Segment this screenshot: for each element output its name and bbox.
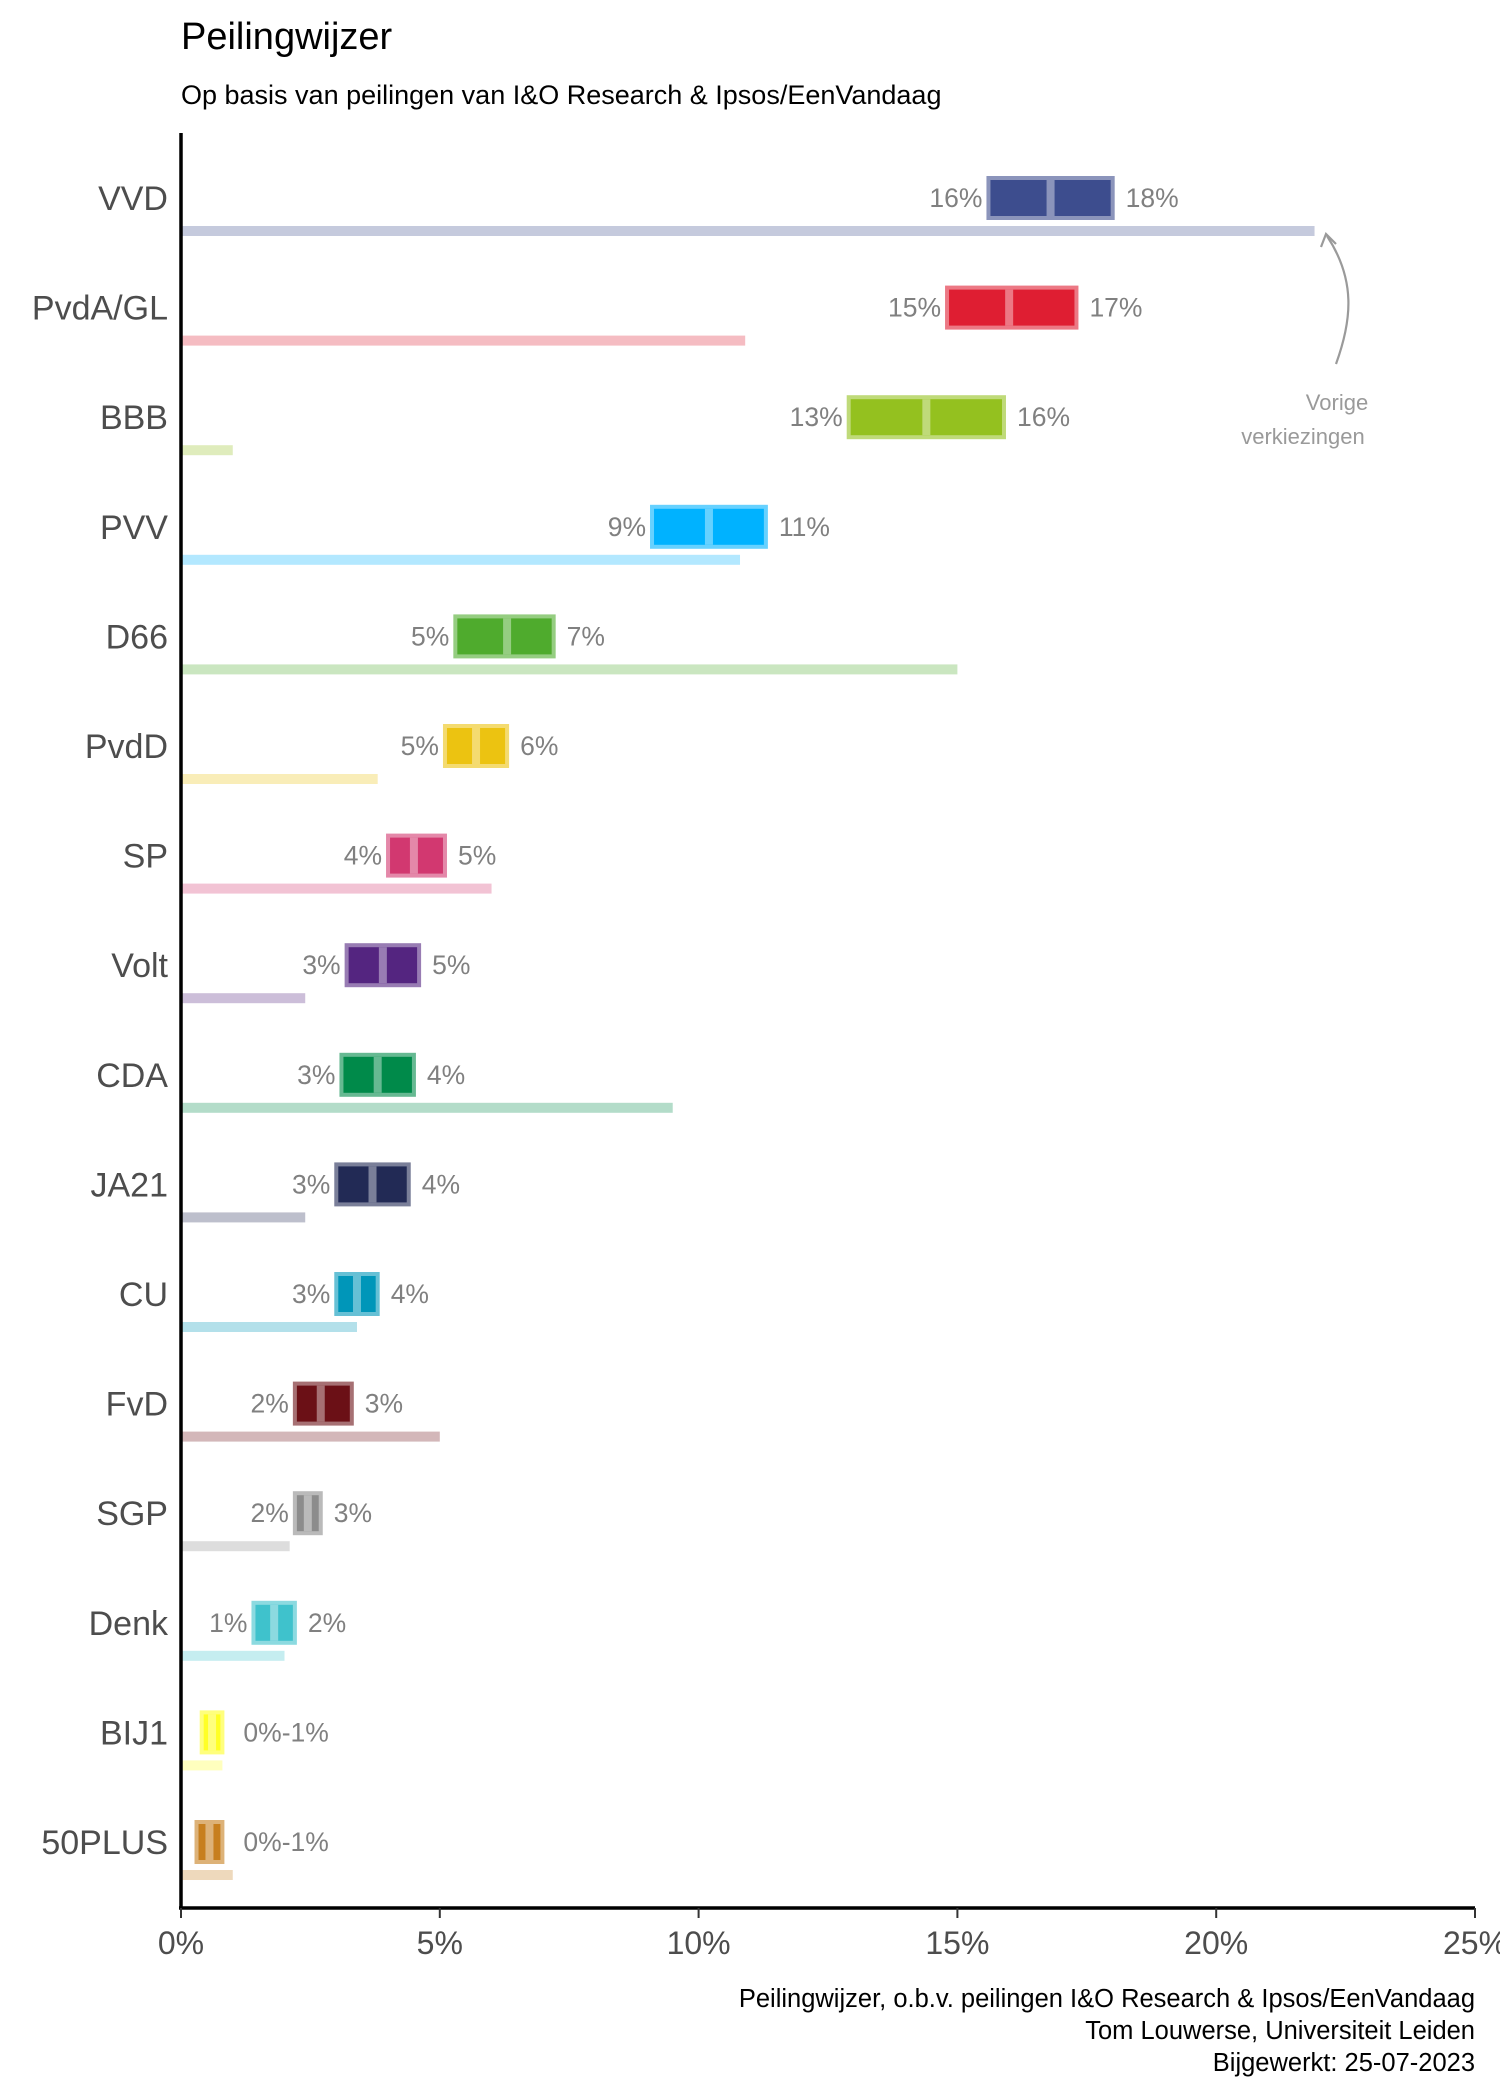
low-label-d66: 5% bbox=[411, 621, 449, 651]
low-label-bbb: 13% bbox=[790, 402, 843, 432]
estimate-marker-denk bbox=[270, 1604, 279, 1641]
party-label-cu: CU bbox=[119, 1276, 168, 1314]
high-label-sp: 5% bbox=[458, 841, 496, 871]
party-label-d66: D66 bbox=[106, 618, 168, 656]
previous-bar-sp bbox=[181, 883, 492, 894]
estimate-marker-volt bbox=[378, 947, 387, 984]
estimate-marker-ja21 bbox=[368, 1166, 377, 1203]
low-label-pvv: 9% bbox=[608, 512, 646, 542]
high-label-cu: 4% bbox=[391, 1279, 429, 1309]
previous-bar-denk bbox=[181, 1650, 285, 1661]
estimate-marker-cda bbox=[373, 1056, 382, 1093]
party-label-bbb: BBB bbox=[100, 399, 168, 437]
high-label-denk: 2% bbox=[308, 1608, 346, 1638]
high-label-fvd: 3% bbox=[365, 1389, 403, 1419]
estimate-marker-fvd bbox=[316, 1385, 325, 1422]
low-label-sgp: 2% bbox=[251, 1498, 289, 1528]
x-tick-label: 0% bbox=[158, 1925, 204, 1961]
party-label-50plus: 50PLUS bbox=[41, 1824, 168, 1862]
party-label-sgp: SGP bbox=[96, 1495, 168, 1533]
estimate-marker-sp bbox=[409, 837, 418, 874]
high-label-pvda-gl: 17% bbox=[1089, 293, 1142, 323]
previous-election-note: Vorige verkiezingen bbox=[1241, 232, 1368, 449]
previous-bar-pvda-gl bbox=[181, 335, 746, 346]
party-label-volt: Volt bbox=[111, 947, 168, 985]
high-label-ja21: 4% bbox=[422, 1169, 460, 1199]
estimate-marker-sgp bbox=[303, 1495, 312, 1532]
estimate-marker-pvdd bbox=[472, 728, 481, 764]
previous-bar-bij1 bbox=[181, 1760, 223, 1771]
estimate-marker-cu bbox=[352, 1276, 361, 1312]
low-label-cu: 3% bbox=[292, 1279, 330, 1309]
arrowhead-icon bbox=[1319, 232, 1337, 248]
x-tick-label: 5% bbox=[417, 1925, 463, 1961]
estimate-marker-bij1 bbox=[208, 1714, 217, 1751]
previous-bar-d66 bbox=[181, 664, 958, 675]
low-label-denk: 1% bbox=[209, 1608, 247, 1638]
party-label-bij1: BIJ1 bbox=[100, 1714, 168, 1752]
low-label-sp: 4% bbox=[344, 841, 382, 871]
estimate-marker-pvda-gl bbox=[1005, 289, 1014, 326]
previous-bar-pvdd bbox=[181, 774, 378, 784]
low-label-pvda-gl: 15% bbox=[888, 293, 941, 323]
party-label-sp: SP bbox=[123, 838, 168, 876]
party-label-ja21: JA21 bbox=[91, 1166, 169, 1204]
high-label-vvd: 18% bbox=[1126, 183, 1179, 213]
estimate-marker-d66 bbox=[503, 618, 512, 655]
previous-bar-sgp bbox=[181, 1541, 290, 1552]
note-text-line-2: verkiezingen bbox=[1241, 424, 1365, 449]
high-label-sgp: 3% bbox=[334, 1498, 372, 1528]
note-text-line-1: Vorige bbox=[1306, 390, 1368, 415]
estimate-marker-pvv bbox=[704, 508, 713, 545]
party-label-cda: CDA bbox=[96, 1057, 168, 1095]
party-label-pvda-gl: PvdA/GL bbox=[32, 290, 168, 328]
previous-bar-bbb bbox=[181, 445, 233, 456]
party-label-fvd: FvD bbox=[106, 1386, 168, 1424]
high-label-cda: 4% bbox=[427, 1060, 465, 1090]
party-label-pvv: PVV bbox=[100, 509, 168, 547]
previous-bar-cda bbox=[181, 1102, 673, 1113]
chart-subtitle: Op basis van peilingen van I&O Research … bbox=[181, 80, 942, 110]
caption-author: Tom Louwerse, Universiteit Leiden bbox=[1085, 2017, 1475, 2045]
party-label-vvd: VVD bbox=[98, 180, 168, 218]
previous-bar-volt bbox=[181, 993, 306, 1004]
previous-bar-ja21 bbox=[181, 1212, 306, 1223]
x-tick-label: 20% bbox=[1184, 1925, 1248, 1961]
x-tick-label: 15% bbox=[925, 1925, 989, 1961]
previous-bar-vvd bbox=[181, 226, 1315, 236]
estimate-marker-vvd bbox=[1046, 180, 1055, 216]
previous-bar-pvv bbox=[181, 554, 741, 565]
range-label-50plus: 0%-1% bbox=[243, 1827, 328, 1857]
curved-arrow-icon bbox=[1326, 235, 1350, 365]
chart-title: Peilingwijzer bbox=[181, 16, 393, 58]
high-label-volt: 5% bbox=[432, 950, 470, 980]
high-label-bbb: 16% bbox=[1017, 402, 1070, 432]
low-label-volt: 3% bbox=[302, 950, 340, 980]
previous-bar-50plus bbox=[181, 1870, 233, 1880]
previous-bar-cu bbox=[181, 1322, 357, 1332]
party-label-denk: Denk bbox=[89, 1605, 169, 1643]
x-tick-label: 25% bbox=[1443, 1925, 1500, 1961]
x-tick-label: 10% bbox=[667, 1925, 731, 1961]
estimate-marker-bbb bbox=[922, 399, 931, 436]
high-label-d66: 7% bbox=[567, 621, 605, 651]
low-label-ja21: 3% bbox=[292, 1169, 330, 1199]
caption-updated: Bijgewerkt: 25-07-2023 bbox=[1212, 2049, 1475, 2077]
party-label-pvdd: PvdD bbox=[85, 728, 168, 766]
low-label-pvdd: 5% bbox=[401, 731, 439, 761]
high-label-pvv: 11% bbox=[779, 512, 830, 542]
estimate-marker-50plus bbox=[205, 1824, 214, 1860]
low-label-cda: 3% bbox=[297, 1060, 335, 1090]
range-label-bij1: 0%-1% bbox=[243, 1717, 328, 1747]
caption-source: Peilingwijzer, o.b.v. peilingen I&O Rese… bbox=[738, 1985, 1475, 2013]
low-label-fvd: 2% bbox=[251, 1389, 289, 1419]
previous-bar-fvd bbox=[181, 1431, 440, 1442]
low-label-vvd: 16% bbox=[929, 183, 982, 213]
high-label-pvdd: 6% bbox=[520, 731, 558, 761]
